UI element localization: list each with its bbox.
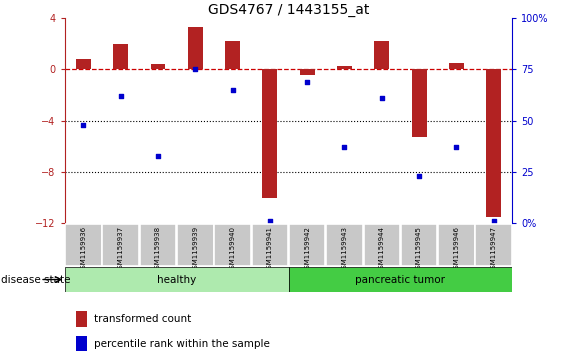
Bar bbox=[76, 59, 91, 69]
Point bbox=[303, 79, 312, 85]
FancyBboxPatch shape bbox=[438, 224, 475, 266]
Bar bbox=[449, 63, 464, 69]
FancyBboxPatch shape bbox=[475, 224, 512, 266]
Point bbox=[116, 93, 125, 99]
Text: healthy: healthy bbox=[157, 274, 196, 285]
Title: GDS4767 / 1443155_at: GDS4767 / 1443155_at bbox=[208, 3, 369, 17]
Bar bbox=[113, 44, 128, 69]
FancyBboxPatch shape bbox=[252, 224, 288, 266]
Text: GSM1159940: GSM1159940 bbox=[230, 226, 235, 273]
Text: disease state: disease state bbox=[1, 275, 70, 285]
FancyBboxPatch shape bbox=[102, 224, 139, 266]
FancyBboxPatch shape bbox=[401, 224, 437, 266]
Bar bbox=[76, 336, 87, 351]
Bar bbox=[225, 41, 240, 69]
Text: GSM1159938: GSM1159938 bbox=[155, 226, 161, 273]
FancyBboxPatch shape bbox=[364, 224, 400, 266]
Bar bbox=[289, 267, 512, 292]
Text: GSM1159936: GSM1159936 bbox=[81, 226, 86, 273]
FancyBboxPatch shape bbox=[215, 224, 251, 266]
Bar bbox=[76, 311, 87, 327]
FancyBboxPatch shape bbox=[65, 224, 102, 266]
FancyBboxPatch shape bbox=[289, 224, 325, 266]
FancyBboxPatch shape bbox=[326, 224, 363, 266]
Text: GSM1159944: GSM1159944 bbox=[379, 226, 385, 273]
Point bbox=[489, 218, 498, 224]
Text: GSM1159941: GSM1159941 bbox=[267, 226, 273, 273]
Bar bbox=[374, 41, 389, 69]
Point bbox=[228, 87, 237, 93]
Text: percentile rank within the sample: percentile rank within the sample bbox=[94, 339, 270, 348]
FancyBboxPatch shape bbox=[140, 224, 176, 266]
Point bbox=[191, 66, 200, 72]
Bar bbox=[412, 69, 427, 137]
Point bbox=[265, 218, 274, 224]
Point bbox=[154, 153, 163, 159]
Text: GSM1159939: GSM1159939 bbox=[193, 226, 198, 273]
Text: GSM1159937: GSM1159937 bbox=[118, 226, 124, 273]
Text: GSM1159942: GSM1159942 bbox=[304, 226, 310, 273]
Bar bbox=[337, 66, 352, 69]
Bar bbox=[262, 69, 278, 197]
Bar bbox=[188, 27, 203, 69]
Text: GSM1159945: GSM1159945 bbox=[416, 226, 422, 273]
Point bbox=[377, 95, 386, 101]
FancyBboxPatch shape bbox=[177, 224, 213, 266]
Bar bbox=[65, 267, 289, 292]
Point bbox=[340, 144, 349, 150]
Bar bbox=[150, 64, 166, 69]
Text: pancreatic tumor: pancreatic tumor bbox=[355, 274, 445, 285]
Text: GSM1159947: GSM1159947 bbox=[491, 226, 497, 273]
Text: transformed count: transformed count bbox=[94, 314, 191, 324]
Point bbox=[452, 144, 461, 150]
Bar bbox=[300, 69, 315, 74]
Point bbox=[414, 173, 423, 179]
Text: GSM1159946: GSM1159946 bbox=[453, 226, 459, 273]
Text: GSM1159943: GSM1159943 bbox=[342, 226, 347, 273]
Bar bbox=[486, 69, 501, 217]
Point bbox=[79, 122, 88, 128]
